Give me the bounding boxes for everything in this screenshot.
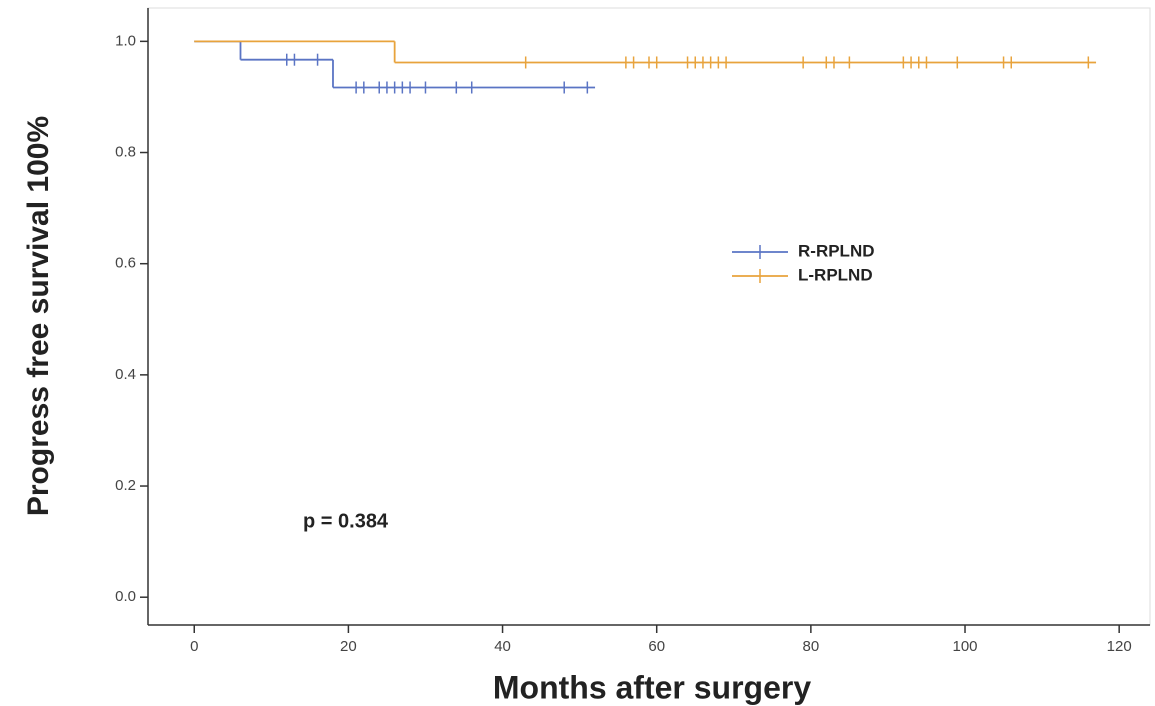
p-value: p = 0.384 [303,510,389,532]
y-axis-label: Progress free survival 100% [22,116,55,516]
y-tick-label: 0.2 [115,477,136,494]
y-tick-label: 0.0 [115,588,136,605]
x-tick-label: 0 [190,638,198,655]
legend-label: L-RPLND [798,265,873,284]
x-axis-label: Months after surgery [493,669,811,705]
x-tick-label: 80 [803,638,820,655]
plot-frame [147,7,1151,626]
y-tick-label: 0.6 [115,255,136,272]
y-tick-label: 0.4 [115,366,136,383]
y-tick-label: 0.8 [115,143,136,160]
x-tick-label: 40 [494,638,511,655]
y-tick-label: 1.0 [115,32,136,49]
x-tick-label: 120 [1107,638,1132,655]
x-tick-label: 20 [340,638,357,655]
x-tick-label: 100 [952,638,977,655]
legend-label: R-RPLND [798,241,875,260]
x-tick-label: 60 [648,638,665,655]
